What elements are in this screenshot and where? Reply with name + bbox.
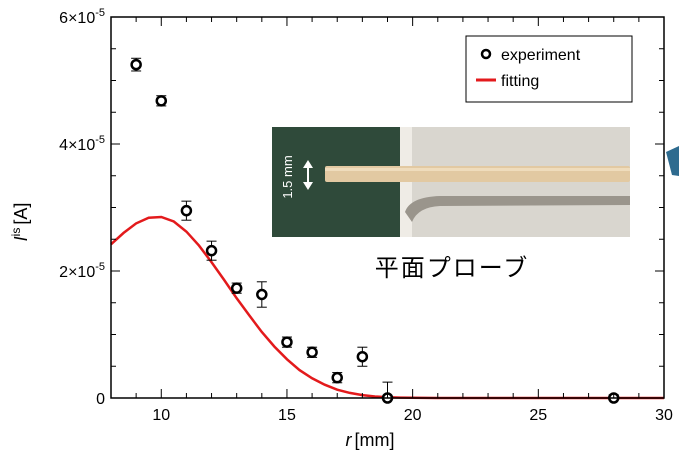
data-point (230, 282, 243, 294)
y-tick-label: 0 (96, 391, 105, 408)
y-tick-label: 2×10-5 (59, 261, 105, 281)
x-tick-label: 10 (152, 407, 170, 424)
point-marker (155, 95, 168, 107)
photo-caption: 平面プローブ (375, 254, 530, 282)
probe-photo-inset: 1.5 mm 平面プローブ (272, 127, 630, 282)
x-tick-label: 15 (278, 407, 296, 424)
point-marker (306, 346, 318, 359)
point-marker (331, 371, 343, 384)
data-point (155, 95, 168, 107)
y-tick-label: 6×10-5 (59, 7, 105, 27)
point-marker (256, 288, 268, 301)
x-tick-label: 30 (655, 407, 673, 424)
scale-arrow-head-top (303, 160, 313, 168)
x-tick-label: 25 (529, 407, 547, 424)
data-point (356, 346, 369, 367)
data-point (331, 371, 343, 384)
y-axis-title: Iis[A] (9, 203, 31, 242)
point-marker (130, 58, 142, 71)
ticks-layer: 10 15 20 25 30 0 2×10-5 4×10-5 6×10-5 (59, 7, 673, 424)
legend-box (465, 35, 633, 103)
legend-marker-experiment (480, 48, 492, 60)
legend: experiment fitting (465, 35, 633, 103)
photo-paper-edge (405, 196, 630, 222)
scale-arrow-head-bottom (303, 182, 313, 190)
legend-label-fitting: fitting (501, 73, 539, 90)
legend-label-experiment: experiment (501, 47, 581, 64)
data-point (130, 57, 142, 72)
point-marker (356, 350, 369, 363)
data-point (180, 200, 193, 221)
experiment-points-layer (130, 57, 620, 404)
data-point (205, 240, 218, 261)
scale-label: 1.5 mm (280, 155, 295, 198)
x-tick-label: 20 (404, 407, 422, 424)
point-marker (281, 336, 293, 348)
x-axis-title: r [mm] (346, 430, 395, 450)
fitting-curve (110, 215, 664, 400)
data-point (281, 336, 293, 348)
data-point (381, 381, 394, 404)
decorative-arrow-fragment (666, 146, 679, 176)
point-marker (230, 282, 243, 294)
point-marker (205, 244, 218, 257)
probe-rod-highlight (325, 168, 630, 171)
point-marker (180, 204, 193, 217)
data-point (256, 281, 268, 308)
data-point (306, 346, 318, 359)
y-tick-label: 4×10-5 (59, 134, 105, 154)
fitting-curve-layer (110, 215, 664, 400)
